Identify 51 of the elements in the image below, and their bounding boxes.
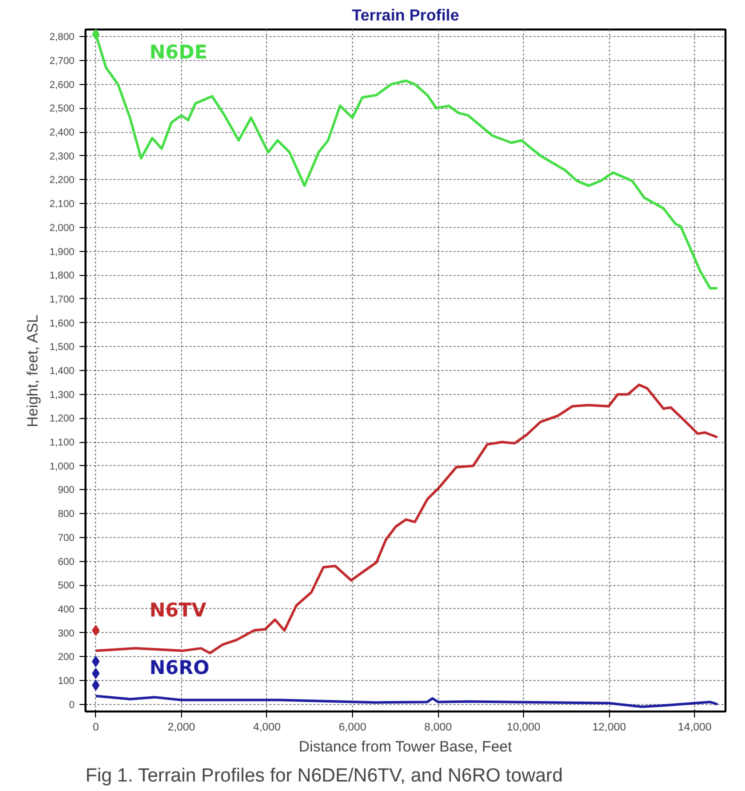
y-tick-label: 400 xyxy=(58,604,75,616)
x-tick-label: 12,000 xyxy=(592,722,626,734)
line-series xyxy=(94,384,719,654)
y-tick-label: 200 xyxy=(58,652,75,664)
y-tick-label: 1,000 xyxy=(49,461,75,472)
y-tick-label: 1,600 xyxy=(49,318,75,330)
point xyxy=(92,624,100,636)
chart-title: Terrain Profile xyxy=(352,8,460,24)
y-tick-label: 1,800 xyxy=(49,270,75,282)
y-tick-label: 1,400 xyxy=(49,366,75,377)
y-tick-label: 100 xyxy=(58,676,75,687)
y-tick-label: 2,000 xyxy=(49,222,75,234)
x-tick-label: 10,000 xyxy=(506,722,540,734)
x-axis-title: Distance from Tower Base, Feet xyxy=(298,738,513,756)
y-tick-label: 2,700 xyxy=(49,56,75,67)
point xyxy=(92,680,100,691)
line-series xyxy=(94,694,719,708)
y-tick-label: 2,100 xyxy=(49,199,75,210)
point xyxy=(92,668,100,679)
y-tick-label: 500 xyxy=(58,580,75,592)
series-label: N6DE xyxy=(150,41,208,64)
y-axis-title: Height, feet, ASL xyxy=(24,314,42,428)
y-tick-label: 300 xyxy=(58,628,75,640)
point xyxy=(92,656,100,667)
y-tick-label: 2,300 xyxy=(49,151,75,162)
x-tick-label: 8,000 xyxy=(424,722,452,734)
y-tick-label: 2,500 xyxy=(49,104,75,115)
y-tick-label: 0 xyxy=(68,700,75,711)
y-tick-label: 600 xyxy=(58,556,75,568)
caption: Fig 1. Terrain Profiles for N6DE/N6TV, and N6RO toward xyxy=(86,766,563,786)
x-tick-label: 4,000 xyxy=(253,722,281,734)
y-tick-label: 1,900 xyxy=(49,246,75,258)
y-tick-label: 800 xyxy=(58,509,75,520)
y-tick-label: 2,400 xyxy=(49,128,75,139)
y-tick-label: 1,500 xyxy=(49,342,75,354)
y-tick-label: 1,300 xyxy=(49,390,75,401)
y-tick-label: 1,100 xyxy=(49,438,75,449)
y-tick-label: 2,200 xyxy=(49,175,75,186)
y-tick-label: 2,600 xyxy=(49,80,75,91)
y-tick-label: 700 xyxy=(58,532,75,544)
x-tick-label: 2,000 xyxy=(168,722,196,734)
point xyxy=(92,30,100,40)
x-tick-label: 14,000 xyxy=(678,722,712,734)
y-tick-label: 2,800 xyxy=(49,32,75,44)
y-tick-label: 1,200 xyxy=(49,414,75,425)
x-tick-label: 6,000 xyxy=(338,722,366,734)
series-label: N6RO xyxy=(150,657,210,679)
series-label: N6TV xyxy=(150,600,207,622)
x-tick-label: 0 xyxy=(92,722,99,734)
y-tick-label: 1,700 xyxy=(49,294,75,306)
y-tick-label: 900 xyxy=(58,485,75,496)
